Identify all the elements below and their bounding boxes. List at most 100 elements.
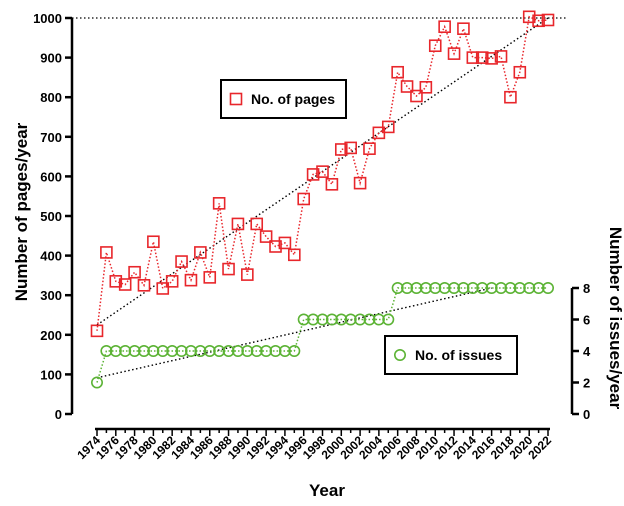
issues-marker xyxy=(419,281,432,294)
issues-line xyxy=(96,287,548,383)
pages-marker xyxy=(475,51,489,64)
pages-marker xyxy=(381,120,395,134)
issues-marker xyxy=(448,281,461,294)
issues-trend-line xyxy=(96,287,492,379)
pages-marker xyxy=(269,240,282,253)
pages-marker xyxy=(400,80,414,93)
issues-marker xyxy=(485,281,498,294)
issues-marker xyxy=(91,376,104,389)
pages-marker xyxy=(541,13,555,27)
issues-marker xyxy=(128,344,141,357)
y-tick-label: 100 xyxy=(40,367,62,382)
issues-marker xyxy=(194,344,207,357)
pages-marker xyxy=(90,324,104,338)
pages-marker xyxy=(363,142,376,155)
issues-marker xyxy=(184,344,197,357)
issues-marker xyxy=(532,281,545,294)
legend-marker xyxy=(229,92,243,106)
pages-marker xyxy=(513,65,527,79)
pages-marker xyxy=(212,197,226,210)
pages-marker xyxy=(118,278,132,291)
issues-marker xyxy=(100,344,113,357)
y-axis-title-right: Number of issues/year xyxy=(606,227,624,410)
pages-marker xyxy=(194,246,207,259)
pages-marker xyxy=(165,275,179,288)
y-tick-label: 900 xyxy=(40,51,62,66)
pages-marker xyxy=(137,278,151,292)
issues-marker xyxy=(429,281,442,294)
issues-marker xyxy=(541,281,554,294)
y-axis-title-left: Number of pages/year xyxy=(12,122,31,301)
pages-marker xyxy=(485,52,498,65)
issues-marker xyxy=(288,344,301,357)
issues-marker xyxy=(325,313,338,326)
y-tick-label: 800 xyxy=(40,90,62,105)
pages-marker xyxy=(278,236,292,250)
legend-label: No. of pages xyxy=(251,91,335,107)
legend-box xyxy=(384,335,518,375)
pages-marker xyxy=(222,262,235,276)
issues-marker xyxy=(391,281,404,294)
pages-marker xyxy=(175,255,188,268)
pages-marker xyxy=(438,20,451,34)
issues-marker xyxy=(203,344,216,357)
issues-marker xyxy=(213,344,226,357)
issues-marker xyxy=(109,344,122,357)
issues-marker xyxy=(495,281,508,294)
series-layer xyxy=(90,10,555,389)
pages-marker xyxy=(457,22,470,35)
y-tick-label: 200 xyxy=(40,328,62,343)
right-y-tick-label: 0 xyxy=(583,407,590,422)
issues-marker xyxy=(513,281,526,294)
pages-marker xyxy=(353,176,367,190)
issues-marker xyxy=(147,344,160,357)
right-y-axis: 0 2 4 6 8 xyxy=(570,281,591,422)
issues-marker xyxy=(260,344,273,357)
legend-label: No. of issues xyxy=(415,347,502,363)
issues-marker xyxy=(269,344,282,357)
pages-marker xyxy=(156,282,170,295)
pages-marker xyxy=(231,217,245,231)
pages-marker xyxy=(241,268,254,281)
issues-marker xyxy=(344,313,357,326)
x-tick-label: 2022 xyxy=(525,433,554,462)
pages-marker xyxy=(447,47,461,60)
pages-marker xyxy=(419,81,433,94)
right-y-tick-label: 4 xyxy=(583,344,591,359)
pages-marker xyxy=(504,90,517,104)
pages-marker xyxy=(316,165,329,178)
issues-marker xyxy=(250,344,263,357)
pages-marker xyxy=(428,39,442,53)
pages-marker xyxy=(109,275,123,288)
right-y-tick-label: 2 xyxy=(583,376,590,391)
issues-marker xyxy=(410,281,423,294)
y-tick-label: 300 xyxy=(40,288,62,303)
pages-marker xyxy=(100,246,113,259)
pages-marker xyxy=(259,230,273,243)
legend-issues: No. of issues xyxy=(384,335,518,375)
issues-marker xyxy=(372,313,385,326)
y-tick-label: 700 xyxy=(40,130,62,145)
pages-marker xyxy=(325,178,339,191)
issues-marker xyxy=(119,344,132,357)
y-tick-label: 0 xyxy=(55,407,62,422)
issues-marker xyxy=(457,281,470,294)
pages-marker xyxy=(147,235,160,249)
issues-marker xyxy=(382,313,395,326)
issues-marker xyxy=(523,281,536,294)
right-y-tick-label: 6 xyxy=(583,313,590,328)
issues-series xyxy=(91,281,554,389)
left-y-axis: 0 100 200 300 400 500 600 700 800 900 1000 xyxy=(33,11,74,422)
right-y-tick-label: 8 xyxy=(583,281,590,296)
issues-marker xyxy=(241,344,254,357)
pages-marker xyxy=(184,273,198,287)
pages-marker xyxy=(522,10,536,24)
issues-marker xyxy=(231,344,244,357)
pages-line xyxy=(96,15,549,331)
x-axis-title: Year xyxy=(309,481,345,500)
x-axis: 1974197619781980198219841986198819901992… xyxy=(74,427,554,462)
pages-marker xyxy=(344,141,357,155)
pages-marker xyxy=(203,271,217,284)
pages-marker xyxy=(306,168,320,181)
